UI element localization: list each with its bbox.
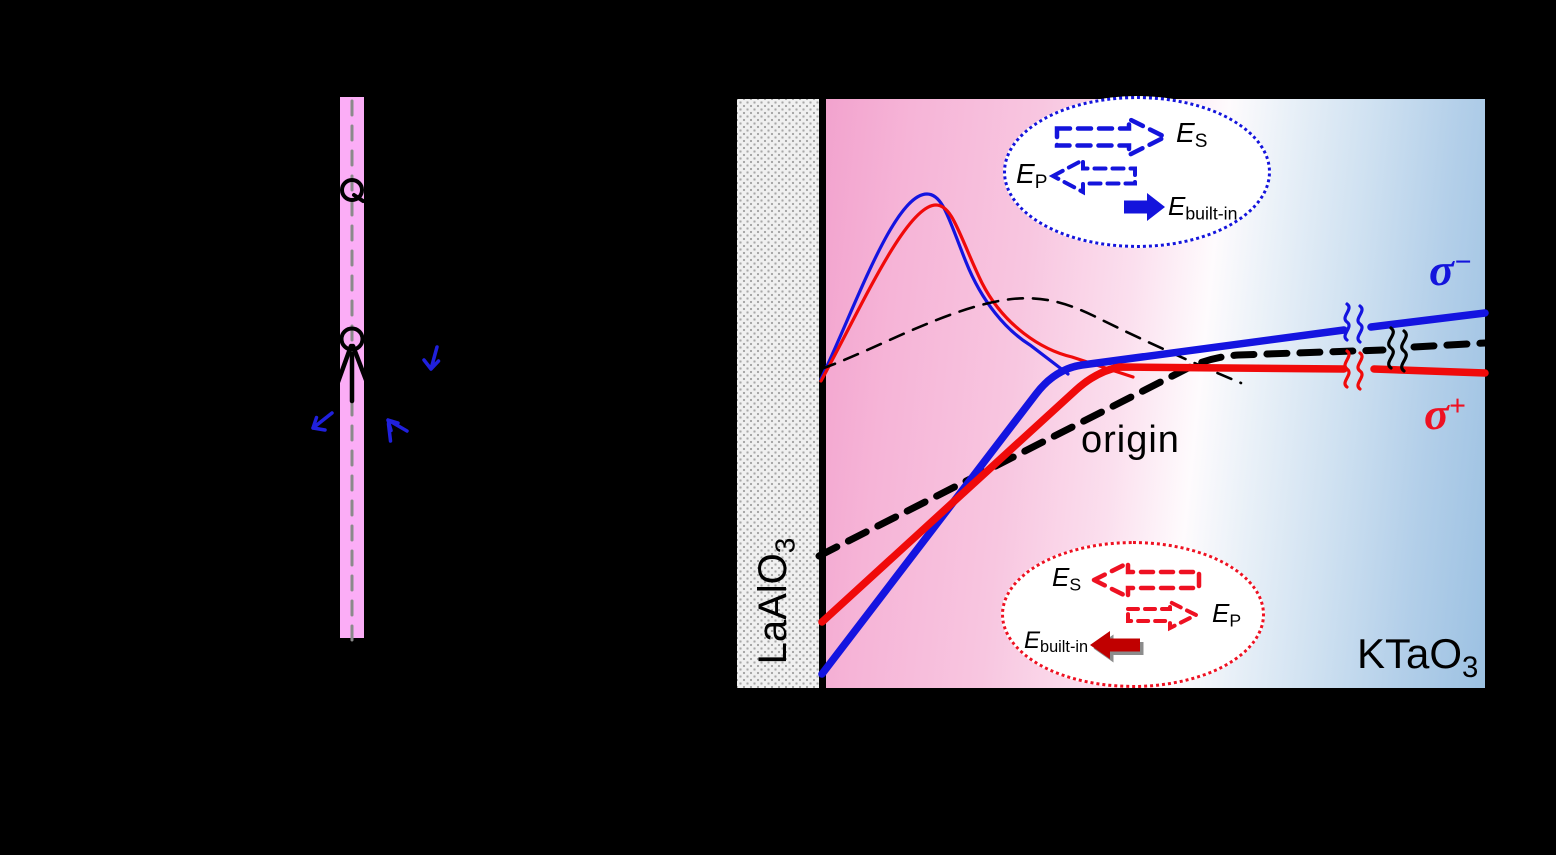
e-subscript: S bbox=[1194, 130, 1208, 152]
built-in-solid-left-arrow bbox=[1090, 631, 1140, 659]
built-in-solid-right-arrow bbox=[1124, 193, 1165, 221]
interface-line bbox=[819, 96, 826, 690]
sigma-plus-peak-curve bbox=[819, 203, 1135, 383]
red-break-mark bbox=[1343, 349, 1364, 391]
film-subscript: 3 bbox=[1462, 650, 1479, 684]
legend-blue-es-label: ES bbox=[1176, 119, 1207, 151]
e-symbol: E bbox=[1052, 562, 1070, 592]
blue-arrow-down-left bbox=[311, 411, 334, 432]
origin-label: origin bbox=[1081, 419, 1180, 461]
legend-blue-arrows bbox=[1048, 115, 1171, 221]
e-symbol: E bbox=[1024, 627, 1041, 654]
substrate-name: LaAlO bbox=[751, 553, 795, 665]
legend-red-arrows bbox=[1088, 559, 1202, 663]
es-dashed-left-arrow bbox=[1088, 559, 1202, 601]
sigma-minus-band-profile bbox=[818, 309, 1489, 678]
blue-break-mark bbox=[1343, 302, 1364, 344]
blue-arrow-down-right bbox=[422, 345, 441, 371]
film-name: KTaO bbox=[1357, 630, 1463, 677]
substrate-strip bbox=[737, 99, 819, 688]
left-sketch bbox=[311, 99, 441, 642]
charge-circle-top-tail bbox=[352, 193, 365, 203]
legend-blue-ep-label: EP bbox=[1016, 160, 1047, 192]
blue-sketch-arrows bbox=[311, 345, 441, 443]
e-subscript: built-in bbox=[1185, 203, 1238, 224]
sigma-superscript: + bbox=[1448, 389, 1466, 423]
e-symbol: E bbox=[1016, 158, 1035, 189]
sigma-superscript: − bbox=[1453, 245, 1472, 279]
e-symbol: E bbox=[1168, 191, 1186, 221]
black-break-mark bbox=[1387, 326, 1408, 373]
substrate-subscript: 3 bbox=[769, 537, 801, 554]
e-symbol: E bbox=[1176, 117, 1195, 148]
sigma-minus-label: σ− bbox=[1429, 247, 1472, 293]
sigma-symbol: σ bbox=[1424, 388, 1449, 439]
e-subscript: P bbox=[1229, 610, 1242, 631]
legend-red-es-label: ES bbox=[1052, 564, 1081, 594]
polarization-arrow-up bbox=[335, 343, 369, 404]
sigma-minus-peak-curve bbox=[819, 192, 1070, 381]
blue-arrow-up-left bbox=[386, 418, 409, 443]
ep-dashed-right-arrow bbox=[1126, 598, 1201, 632]
charge-circle-top bbox=[340, 178, 364, 202]
sigma-symbol: σ bbox=[1429, 244, 1454, 295]
ep-dashed-left-arrow bbox=[1048, 156, 1137, 196]
es-dashed-right-arrow bbox=[1054, 115, 1171, 159]
e-symbol: E bbox=[1212, 598, 1230, 628]
e-subscript: P bbox=[1034, 171, 1048, 193]
legend-red-built-in-label: Ebuilt-in bbox=[1024, 627, 1089, 657]
film-label: KTaO3 bbox=[1357, 630, 1479, 684]
sigma-plus-label: σ+ bbox=[1424, 391, 1466, 437]
legend-red-ep-label: EP bbox=[1212, 600, 1241, 630]
e-subscript: built-in bbox=[1040, 638, 1089, 657]
e-subscript: S bbox=[1069, 574, 1082, 595]
sigma-plus-band-profile bbox=[818, 363, 1489, 626]
legend-blue-built-in-label: Ebuilt-in bbox=[1168, 193, 1237, 223]
substrate-label: LaAlO3 bbox=[751, 521, 801, 681]
legend-ellipse-red bbox=[1001, 541, 1265, 688]
